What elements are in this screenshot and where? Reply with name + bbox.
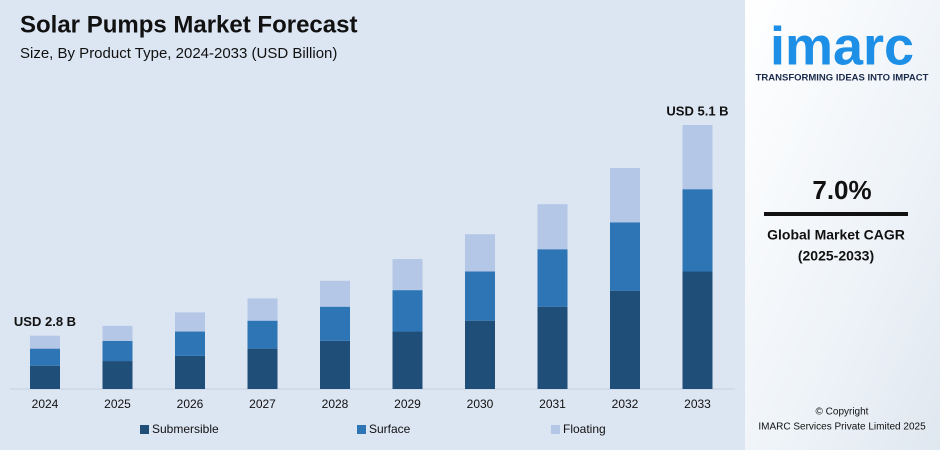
company: IMARC Services Private Limited 2025 xyxy=(758,422,926,433)
tagline: TRANSFORMING IDEAS INTO IMPACT xyxy=(756,73,929,84)
copyright: © Copyright xyxy=(816,407,869,418)
bar-segment xyxy=(175,331,205,356)
legend-label: Surface xyxy=(369,422,411,436)
x-tick-label: 2028 xyxy=(322,397,349,411)
bar-segment xyxy=(465,320,495,389)
total-label: USD 2.8 B xyxy=(14,314,76,329)
bar-segment xyxy=(610,290,640,389)
bar-segment xyxy=(320,306,350,341)
bar-segment xyxy=(30,348,60,366)
bar-segment xyxy=(682,125,713,190)
bar-segment xyxy=(537,306,568,389)
bar-segment xyxy=(465,234,495,272)
x-tick-label: 2025 xyxy=(104,397,131,411)
bar-segment xyxy=(247,298,278,321)
legend-label: Floating xyxy=(563,422,606,436)
bar-segment xyxy=(30,365,60,389)
x-tick-label: 2030 xyxy=(467,397,494,411)
bar-segment xyxy=(392,259,423,291)
total-label: USD 5.1 B xyxy=(666,103,728,118)
bar-segment xyxy=(247,320,278,349)
chart-title: Solar Pumps Market Forecast xyxy=(20,11,357,38)
bar-segment xyxy=(247,348,278,389)
bar-segment xyxy=(537,204,568,250)
x-tick-label: 2024 xyxy=(32,397,59,411)
cagr-period: (2025-2033) xyxy=(798,248,874,264)
x-tick-label: 2029 xyxy=(394,397,421,411)
x-tick-label: 2026 xyxy=(177,397,204,411)
x-tick-label: 2031 xyxy=(539,397,566,411)
bar-segment xyxy=(392,290,423,332)
legend-label: Submersible xyxy=(152,422,219,436)
side-panel xyxy=(745,0,940,450)
bar-segment xyxy=(102,325,133,341)
chart-subtitle: Size, By Product Type, 2024-2033 (USD Bi… xyxy=(20,45,337,62)
bar-segment xyxy=(175,312,205,332)
bar-segment xyxy=(610,222,640,291)
x-tick-label: 2032 xyxy=(612,397,639,411)
bar-segment xyxy=(610,167,640,223)
bar-segment xyxy=(682,189,713,272)
legend-swatch xyxy=(357,425,366,434)
cagr-label: Global Market CAGR xyxy=(767,227,905,243)
x-tick-label: 2027 xyxy=(249,397,276,411)
bar-segment xyxy=(320,280,350,307)
bar-segment xyxy=(392,331,423,389)
bar-segment xyxy=(682,271,713,389)
bar-segment xyxy=(30,335,60,349)
bar-segment xyxy=(102,340,133,362)
bar-segment xyxy=(537,249,568,307)
cagr-value: 7.0% xyxy=(812,175,871,205)
legend-swatch xyxy=(140,425,149,434)
logo: imarc xyxy=(770,16,914,76)
x-tick-label: 2033 xyxy=(684,397,711,411)
bar-segment xyxy=(175,355,205,389)
legend-swatch xyxy=(551,425,560,434)
bar-segment xyxy=(465,271,495,321)
bar-segment xyxy=(102,361,133,389)
bar-segment xyxy=(320,340,350,389)
